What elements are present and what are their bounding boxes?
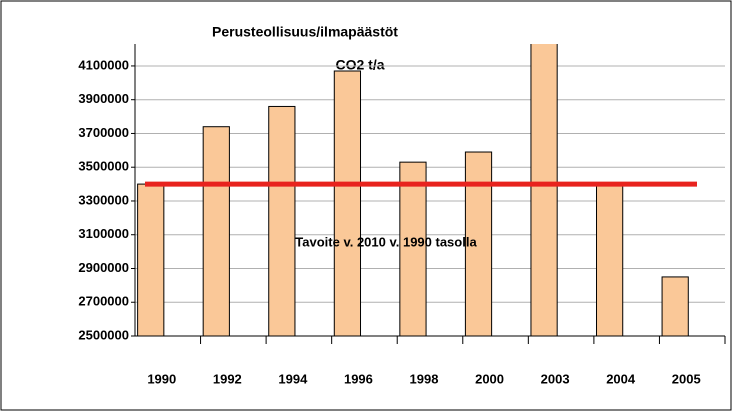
x-tick-label: 2000: [475, 371, 504, 386]
plot-area: [137, 44, 689, 336]
y-tick-label: 3900000: [78, 91, 129, 106]
bar: [137, 183, 165, 336]
y-tick-label: 3300000: [78, 192, 129, 207]
y-tick-label: 3100000: [78, 226, 129, 241]
y-tick-label: 2500000: [78, 327, 129, 342]
bar: [399, 161, 427, 336]
chart-subtitle: CO2 t/a: [335, 57, 384, 73]
y-tick-label: 2900000: [78, 260, 129, 275]
y-tick-label: 3500000: [78, 159, 129, 174]
x-tick-label: 2003: [541, 371, 570, 386]
bar: [661, 276, 689, 336]
x-tick-label: 2004: [606, 371, 636, 386]
y-tick-label: 4100000: [78, 57, 129, 72]
bar: [530, 44, 558, 336]
x-tick-label: 1998: [410, 371, 439, 386]
chart-title: Perusteollisuus/ilmapäästöt: [212, 24, 398, 40]
y-tick-label: 3700000: [78, 125, 129, 140]
x-tick-label: 1994: [278, 371, 308, 386]
x-tick-label: 1990: [147, 371, 176, 386]
bar: [202, 126, 230, 336]
x-tick-label: 1992: [213, 371, 242, 386]
x-tick-label: 2005: [672, 371, 701, 386]
bar: [333, 70, 362, 336]
x-tick-label: 1996: [344, 371, 373, 386]
bar: [268, 105, 296, 336]
bar: [596, 185, 624, 336]
reference-label: Tavoite v. 2010 v. 1990 tasolla: [295, 234, 477, 249]
y-tick-label: 2700000: [78, 294, 129, 309]
